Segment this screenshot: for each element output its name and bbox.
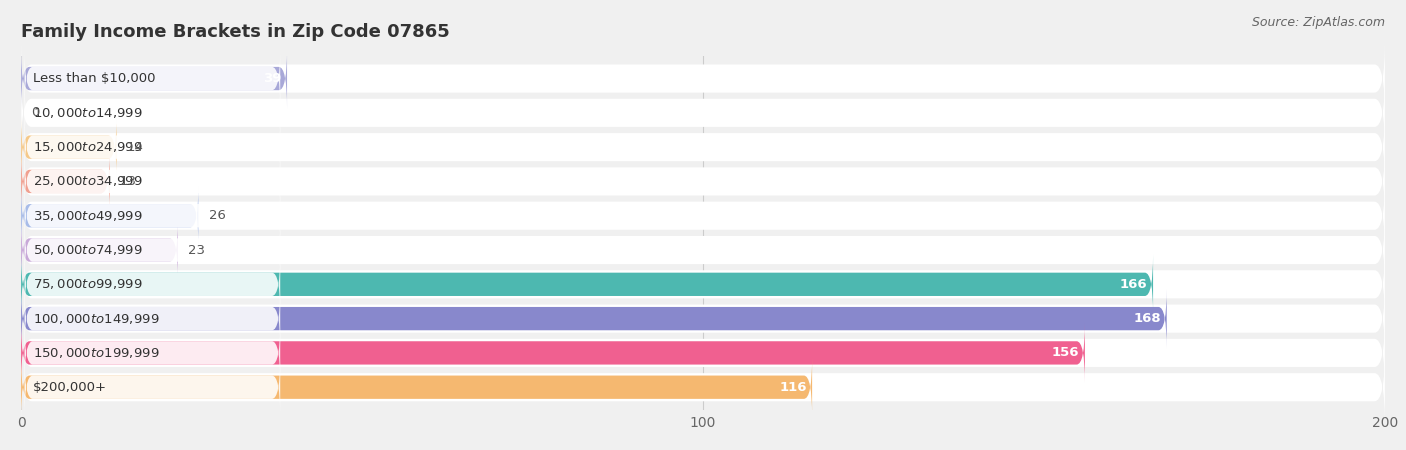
FancyBboxPatch shape: [24, 255, 280, 314]
FancyBboxPatch shape: [24, 152, 280, 211]
FancyBboxPatch shape: [21, 350, 1385, 425]
FancyBboxPatch shape: [21, 315, 1385, 390]
FancyBboxPatch shape: [21, 49, 287, 108]
FancyBboxPatch shape: [24, 117, 280, 177]
Text: Source: ZipAtlas.com: Source: ZipAtlas.com: [1251, 16, 1385, 29]
Text: $50,000 to $74,999: $50,000 to $74,999: [34, 243, 143, 257]
FancyBboxPatch shape: [24, 220, 280, 279]
Text: Family Income Brackets in Zip Code 07865: Family Income Brackets in Zip Code 07865: [21, 23, 450, 41]
FancyBboxPatch shape: [21, 247, 1385, 322]
FancyBboxPatch shape: [21, 324, 1085, 382]
Text: 14: 14: [127, 141, 143, 153]
Text: $35,000 to $49,999: $35,000 to $49,999: [34, 209, 143, 223]
Text: 26: 26: [208, 209, 225, 222]
Text: 168: 168: [1133, 312, 1161, 325]
Text: $200,000+: $200,000+: [34, 381, 107, 394]
Text: 23: 23: [188, 243, 205, 256]
FancyBboxPatch shape: [24, 324, 280, 382]
FancyBboxPatch shape: [24, 358, 280, 417]
Text: 156: 156: [1052, 346, 1080, 360]
Text: 13: 13: [120, 175, 136, 188]
Text: 0: 0: [31, 106, 39, 119]
FancyBboxPatch shape: [24, 49, 280, 108]
Text: 116: 116: [779, 381, 807, 394]
FancyBboxPatch shape: [24, 83, 280, 142]
FancyBboxPatch shape: [21, 110, 1385, 184]
Text: $25,000 to $34,999: $25,000 to $34,999: [34, 175, 143, 189]
FancyBboxPatch shape: [21, 152, 110, 211]
FancyBboxPatch shape: [21, 76, 1385, 150]
FancyBboxPatch shape: [21, 144, 1385, 219]
FancyBboxPatch shape: [21, 41, 1385, 116]
Text: $10,000 to $14,999: $10,000 to $14,999: [34, 106, 143, 120]
Text: $75,000 to $99,999: $75,000 to $99,999: [34, 277, 143, 291]
FancyBboxPatch shape: [21, 186, 198, 245]
FancyBboxPatch shape: [24, 186, 280, 245]
Text: $150,000 to $199,999: $150,000 to $199,999: [34, 346, 160, 360]
Text: 166: 166: [1121, 278, 1147, 291]
Text: $15,000 to $24,999: $15,000 to $24,999: [34, 140, 143, 154]
FancyBboxPatch shape: [21, 117, 117, 177]
FancyBboxPatch shape: [21, 178, 1385, 253]
Text: $100,000 to $149,999: $100,000 to $149,999: [34, 311, 160, 326]
FancyBboxPatch shape: [21, 255, 1153, 314]
FancyBboxPatch shape: [21, 289, 1167, 348]
FancyBboxPatch shape: [21, 358, 813, 417]
FancyBboxPatch shape: [24, 289, 280, 348]
Text: 39: 39: [263, 72, 281, 85]
Text: Less than $10,000: Less than $10,000: [34, 72, 156, 85]
FancyBboxPatch shape: [21, 220, 179, 279]
FancyBboxPatch shape: [21, 281, 1385, 356]
FancyBboxPatch shape: [21, 213, 1385, 288]
